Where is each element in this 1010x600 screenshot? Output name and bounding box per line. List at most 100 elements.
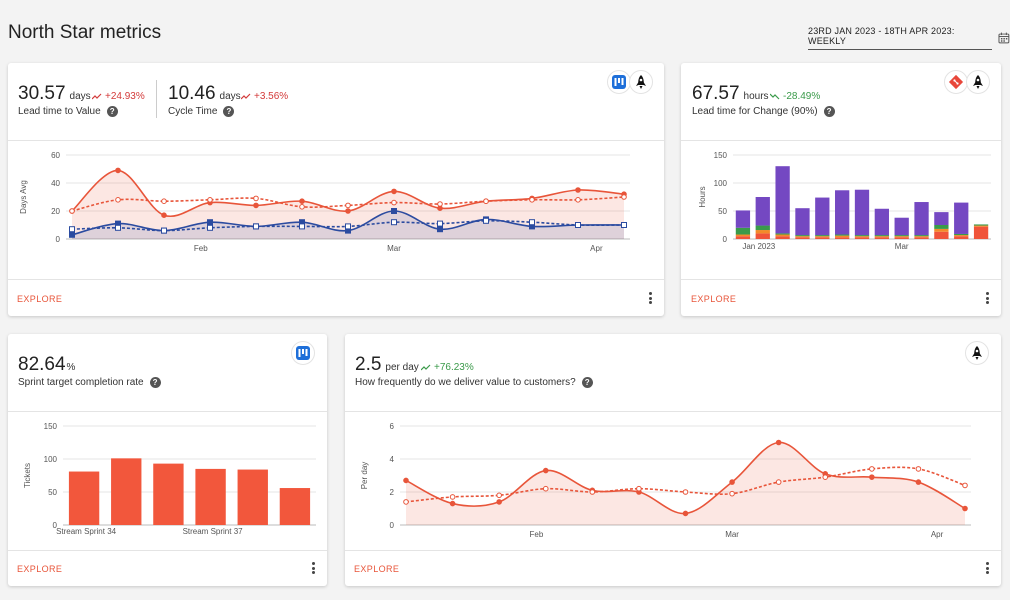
bar-segment: [755, 197, 770, 226]
bar-segment: [914, 236, 929, 238]
y-tick-label: 4: [390, 455, 395, 464]
series-area: [72, 210, 624, 239]
data-point: [207, 197, 213, 203]
y-tick-label: 20: [51, 207, 60, 216]
bar-segment: [835, 235, 850, 238]
data-point: [299, 204, 305, 210]
bar-segment: [874, 237, 889, 239]
data-point: [775, 439, 782, 446]
bar-segment: [835, 234, 850, 236]
divider: [8, 140, 664, 141]
divider: [681, 140, 1001, 141]
divider: [345, 550, 1001, 551]
data-point: [449, 494, 456, 500]
date-range-label: 23RD JAN 2023 - 18TH APR 2023: WEEKLY: [808, 26, 993, 50]
data-point: [161, 198, 167, 205]
bar: [237, 469, 268, 525]
bar-segment: [894, 237, 909, 239]
sprint-unit: %: [66, 362, 76, 373]
bar-segment: [854, 236, 870, 238]
cycle-time-label: Cycle Time: [168, 106, 218, 117]
bar-segment: [973, 225, 989, 227]
data-point: [161, 227, 167, 234]
data-point: [483, 198, 489, 205]
y-tick-label: 40: [51, 179, 60, 188]
trend-up-icon: [92, 93, 102, 100]
data-point: [575, 197, 581, 203]
explore-link[interactable]: EXPLORE: [17, 294, 63, 304]
bar-segment: [795, 235, 810, 237]
deliver-value: 2.5: [355, 354, 382, 375]
data-point: [391, 219, 397, 226]
bar-segment: [894, 235, 909, 237]
bar-segment: [735, 234, 751, 237]
data-point: [437, 201, 443, 207]
more-options-button[interactable]: [983, 291, 991, 305]
trend-up-icon: [241, 93, 251, 100]
sprint-value: 82.64: [18, 354, 66, 375]
divider: [8, 411, 327, 412]
y-axis-label: Per day: [360, 462, 369, 490]
bar-segment: [874, 208, 889, 236]
lead-time-change-chart: 0 50 100 150 Hours Jan 2023 Mar: [698, 151, 991, 251]
explore-link[interactable]: EXPLORE: [17, 564, 63, 574]
x-tick-label: Mar: [725, 530, 739, 539]
lead-time-delta: +24.93%: [92, 91, 145, 102]
more-options-button[interactable]: [646, 291, 654, 305]
data-point: [69, 231, 75, 238]
data-point: [345, 202, 351, 209]
data-point: [542, 467, 549, 474]
data-point: [403, 499, 409, 505]
data-point: [915, 466, 922, 472]
bar-segment: [735, 227, 751, 235]
x-tick-label: Mar: [387, 244, 401, 253]
y-tick-label: 0: [56, 235, 61, 244]
bar-segment: [934, 212, 949, 225]
date-range-picker[interactable]: 23RD JAN 2023 - 18TH APR 2023: WEEKLY: [808, 26, 1010, 50]
data-point: [403, 477, 409, 484]
page-title: North Star metrics: [8, 22, 162, 43]
bar-segment: [835, 190, 850, 235]
rocket-icon: [966, 70, 990, 94]
y-axis-label: Days Avg: [19, 180, 28, 214]
lead-time-chart: 0 20 40 60 Days Avg Feb Mar Apr: [19, 151, 630, 253]
data-point: [682, 510, 689, 517]
data-point: [207, 224, 213, 231]
more-options-button[interactable]: [983, 561, 991, 575]
help-icon[interactable]: ?: [581, 377, 593, 388]
bar-segment: [894, 236, 909, 238]
y-tick-label: 6: [390, 422, 395, 431]
data-point: [729, 479, 735, 485]
help-icon[interactable]: ?: [223, 106, 235, 117]
cycle-time-label-row: Cycle Time ?: [168, 106, 235, 117]
bar-segment: [934, 225, 949, 229]
data-point: [636, 485, 642, 492]
lead-time-unit: days: [69, 91, 91, 102]
data-point: [253, 223, 259, 230]
data-point: [299, 198, 305, 205]
data-point: [496, 492, 502, 499]
explore-link[interactable]: EXPLORE: [691, 294, 737, 304]
cycle-time-delta-text: +3.56%: [254, 91, 289, 102]
data-point: [962, 505, 968, 512]
divider: [8, 279, 664, 280]
explore-link[interactable]: EXPLORE: [354, 564, 400, 574]
bar-segment: [854, 235, 870, 237]
data-point: [775, 479, 782, 485]
bar-segment: [954, 202, 969, 234]
data-point: [529, 219, 535, 226]
help-icon[interactable]: ?: [149, 377, 161, 388]
deliver-label-row: How frequently do we deliver value to cu…: [355, 377, 593, 388]
bar-segment: [815, 237, 830, 239]
bar-segment: [934, 231, 949, 239]
data-point: [869, 466, 875, 472]
more-options-button[interactable]: [309, 561, 317, 575]
y-tick-label: 100: [714, 179, 728, 188]
help-icon[interactable]: ?: [823, 106, 835, 117]
divider: [681, 279, 1001, 280]
bar-segment: [894, 217, 909, 236]
lead-time-label: Lead time to Value: [18, 106, 101, 117]
change-unit: hours: [743, 91, 769, 102]
x-tick-label: Stream Sprint 34: [56, 527, 117, 536]
help-icon[interactable]: ?: [106, 106, 118, 117]
